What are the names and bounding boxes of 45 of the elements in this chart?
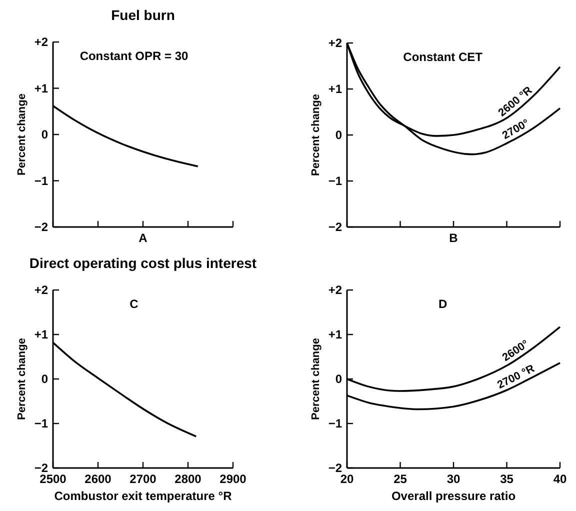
x-axis-title: Overall pressure ratio	[391, 489, 516, 503]
chart-title: Direct operating cost plus interest	[29, 255, 257, 271]
x-tick-label: 2800	[174, 472, 202, 486]
y-tick-label: −2	[328, 461, 342, 475]
y-tick-label: −1	[328, 174, 342, 188]
x-tick-label: 2600	[84, 472, 112, 486]
x-tick-label: 2900	[220, 472, 247, 486]
x-tick-label: 2700	[130, 472, 157, 486]
x-axis-title: B	[449, 231, 458, 245]
y-tick-label: −1	[328, 416, 342, 430]
y-tick-label: 0	[335, 372, 342, 386]
y-tick-label: +1	[34, 81, 48, 96]
annotation: Constant OPR = 30	[80, 49, 189, 63]
y-tick-label: −2	[328, 220, 342, 234]
annotation: D	[438, 297, 448, 311]
y-tick-label: −2	[34, 220, 48, 234]
y-axis-title: Percent change	[310, 338, 322, 420]
y-axis-title: Percent change	[16, 94, 28, 176]
y-tick-label: +1	[34, 328, 48, 342]
y-tick-label: −1	[34, 174, 48, 188]
y-tick-label: +1	[328, 328, 342, 342]
y-tick-label: −2	[34, 461, 48, 475]
x-axis-title: Combustor exit temperature °R	[54, 489, 232, 503]
y-tick-label: 0	[41, 372, 48, 386]
y-tick-label: +2	[34, 35, 48, 49]
y-tick-label: +2	[34, 283, 48, 297]
y-tick-label: +2	[328, 283, 342, 297]
y-axis-title: Percent change	[310, 94, 322, 176]
y-axis-title: Percent change	[16, 338, 28, 420]
x-tick-label: 35	[500, 472, 514, 486]
y-tick-label: +2	[328, 36, 342, 50]
x-tick-label: 20	[340, 472, 354, 486]
chart-title: Fuel burn	[111, 7, 175, 23]
x-tick-label: 25	[394, 472, 408, 486]
y-tick-label: 0	[41, 128, 48, 142]
x-axis-title: A	[138, 231, 148, 245]
y-tick-label: −1	[34, 416, 48, 430]
x-tick-label: 30	[446, 472, 460, 486]
y-tick-label: +1	[328, 82, 342, 96]
annotation: C	[130, 297, 139, 311]
x-tick-label: 2500	[40, 472, 67, 486]
text: 2700 °R	[496, 362, 537, 392]
x-tick-label: 40	[553, 472, 567, 486]
annotation: Constant CET	[403, 50, 484, 64]
y-tick-label: 0	[335, 128, 342, 142]
